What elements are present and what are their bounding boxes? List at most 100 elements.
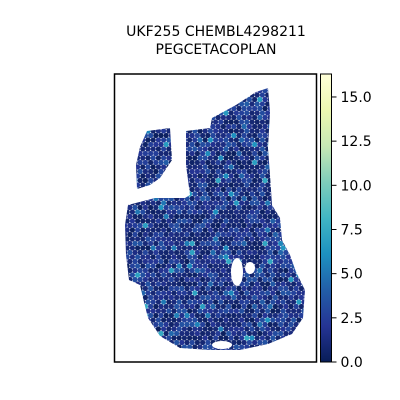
spot [155,218,161,224]
spot [176,245,182,251]
spot [153,348,159,350]
spot [244,335,250,341]
spot [181,263,187,269]
spot [262,285,268,292]
spot [298,204,304,211]
spot [213,173,219,179]
spot [265,146,271,152]
spot [148,186,154,193]
spot [129,137,135,143]
spot [179,88,185,94]
spot [220,321,226,328]
spot [267,339,273,346]
spot [137,240,143,247]
spot [187,317,193,323]
spot [181,317,187,323]
spot [129,92,135,98]
spot [307,200,312,205]
spot [197,254,203,260]
spot [140,335,146,341]
spot [249,308,255,314]
spot [158,141,164,148]
spot [304,303,305,310]
spot [252,258,258,265]
spot [137,96,143,103]
spot [218,317,224,323]
spot [239,200,245,206]
spot [205,168,211,175]
spot [239,218,245,224]
spot [184,105,190,112]
spot [270,308,276,314]
spot [228,209,234,215]
spot [265,263,271,269]
spot [246,240,252,247]
spot [163,348,169,350]
spot [226,186,232,193]
spot [150,137,156,143]
spot [231,303,237,310]
spot [161,137,167,143]
spot [244,110,250,116]
spot [192,236,198,242]
spot [275,218,281,224]
spot [233,146,239,152]
spot [200,285,206,292]
spot [205,177,211,184]
spot [184,186,190,193]
spot [298,348,304,350]
spot [233,299,239,305]
spot [259,137,265,143]
spot [285,344,291,350]
spot [194,339,200,346]
spot [184,348,190,350]
spot [280,209,286,215]
spot [205,96,211,103]
spot [194,159,200,166]
spot [296,299,302,305]
spot [207,245,213,251]
spot [298,330,304,337]
spot [135,191,141,197]
spot [270,119,276,125]
spot [220,105,226,112]
spot [233,101,239,107]
spot [293,96,299,103]
spot [239,326,245,332]
spot [226,195,232,202]
spot [218,308,224,314]
spot [148,159,154,166]
spot [207,236,213,242]
spot [246,312,252,319]
spot [241,204,247,211]
spot [280,173,286,179]
spot [275,137,281,143]
spot [125,88,128,94]
spot [140,245,146,251]
spot [174,132,180,139]
spot [184,150,190,157]
spot [176,281,182,287]
spot [293,150,299,157]
spot [125,164,130,170]
spot [220,312,226,319]
spot [194,168,200,175]
spot [132,240,138,247]
spot [184,258,190,265]
spot [176,308,182,314]
spot [270,155,276,161]
spot [174,88,180,94]
spot [244,344,250,350]
spot [168,339,174,346]
spot [307,218,312,223]
spot [142,195,148,202]
colorbar-tick-label: 15.0 [341,90,372,106]
spot [259,218,265,224]
spot [194,177,200,184]
spot [262,141,268,148]
spot [189,330,195,337]
spot [189,267,195,274]
spot [298,123,304,130]
spot [119,218,124,223]
spot [272,168,278,175]
